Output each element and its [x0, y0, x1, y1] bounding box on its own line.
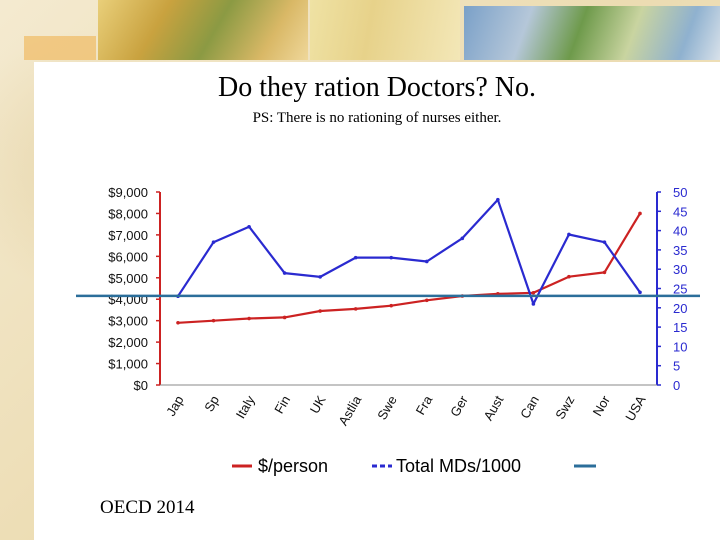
data-point: [602, 270, 607, 275]
data-point: [247, 224, 251, 229]
right-tick-label: 15: [673, 320, 687, 335]
left-tick-label: $7,000: [108, 228, 148, 243]
data-point: [211, 318, 216, 323]
right-tick-label: 45: [673, 204, 687, 219]
data-point: [282, 315, 287, 320]
data-point: [282, 271, 287, 275]
series-line-cost: [177, 212, 641, 324]
data-point: [496, 197, 500, 202]
left-tick-label: $8,000: [108, 206, 148, 221]
slide-title: Do they ration Doctors? No.: [217, 72, 537, 103]
data-point: [389, 303, 394, 308]
left-tick-label: $2,000: [108, 335, 148, 350]
legend: $/person Total MDs/1000: [232, 456, 596, 476]
right-tick-label: 0: [673, 378, 680, 393]
data-point: [353, 255, 358, 260]
data-point: [460, 236, 465, 241]
data-point: [176, 321, 180, 325]
source-label: OECD 2014: [100, 497, 195, 518]
data-point: [567, 274, 571, 279]
chart-area: [88, 172, 700, 486]
banner-block: [24, 36, 96, 60]
data-point: [211, 240, 216, 244]
data-point: [638, 290, 642, 295]
decorative-banner: [24, 0, 720, 60]
right-tick-label: 40: [673, 224, 687, 239]
right-tick-label: 50: [673, 185, 687, 200]
left-tick-label: $3,000: [108, 314, 148, 329]
right-tick-label: 20: [673, 301, 687, 316]
right-tick-label: 25: [673, 282, 687, 297]
series-layer: [76, 197, 700, 325]
data-point: [389, 255, 394, 260]
data-point: [424, 298, 429, 303]
data-point: [638, 211, 642, 216]
right-tick-label: 10: [673, 339, 687, 354]
right-tick-label: 5: [673, 359, 680, 374]
data-point: [424, 259, 429, 264]
right-tick-label: 30: [673, 262, 687, 277]
left-tick-label: $5,000: [108, 271, 148, 286]
series-line-mds: [177, 198, 641, 305]
data-point: [353, 307, 358, 311]
left-tick-label: $0: [134, 378, 148, 393]
legend-item-cost-label: $/person: [258, 456, 328, 476]
banner-leaves-image: [98, 0, 308, 60]
data-point: [567, 232, 571, 237]
legend-item-mds-label: Total MDs/1000: [396, 456, 521, 476]
data-point: [531, 302, 536, 306]
data-point: [531, 290, 536, 295]
x-tick-label: Sp: [201, 393, 222, 414]
slide-subtitle: PS: There is no rationing of nurses eith…: [252, 110, 502, 126]
data-point: [318, 309, 322, 313]
data-point: [247, 316, 251, 321]
banner-sky-image: [464, 6, 720, 60]
data-point: [318, 275, 322, 279]
data-point: [602, 240, 607, 244]
left-tick-label: $1,000: [108, 357, 148, 372]
right-tick-label: 35: [673, 243, 687, 258]
left-tick-label: $6,000: [108, 249, 148, 264]
left-tick-label: $9,000: [108, 185, 148, 200]
left-tick-label: $4,000: [108, 292, 148, 307]
banner-block: [310, 0, 460, 60]
